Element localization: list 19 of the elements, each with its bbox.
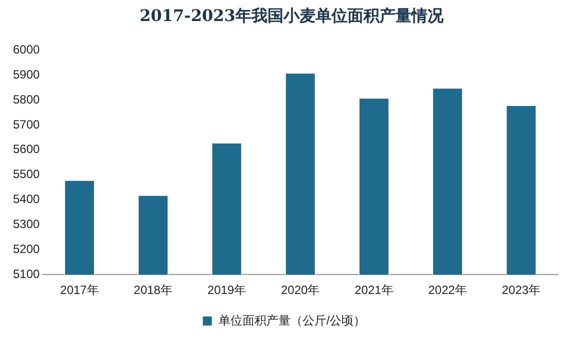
x-tick-label: 2019年 [207,283,246,298]
y-tick-label: 5400 [12,192,40,206]
y-tick-label: 5900 [12,67,40,82]
x-tick-label: 2022年 [428,283,467,298]
y-tick-label: 5500 [12,167,40,182]
x-tick-label: 2018年 [134,283,172,298]
x-tick-label: 2023年 [502,283,541,298]
y-tick-label: 5600 [12,142,40,156]
y-tick-label: 5100 [12,266,40,281]
y-tick-label: 5300 [12,217,40,232]
chart-title: 2017-2023年我国小麦单位面积产量情况 [138,6,444,27]
legend-label: 单位面积产量（公斤/公顷） [218,313,366,328]
x-tick-label: 2021年 [354,283,394,298]
x-tick-label: 2017年 [60,283,99,298]
y-tick-label: 5700 [12,117,40,132]
y-tick-label: 5800 [12,92,40,106]
y-tick-label: 6000 [12,42,40,57]
x-tick-label: 2020年 [280,283,320,298]
y-tick-label: 5200 [12,242,40,256]
